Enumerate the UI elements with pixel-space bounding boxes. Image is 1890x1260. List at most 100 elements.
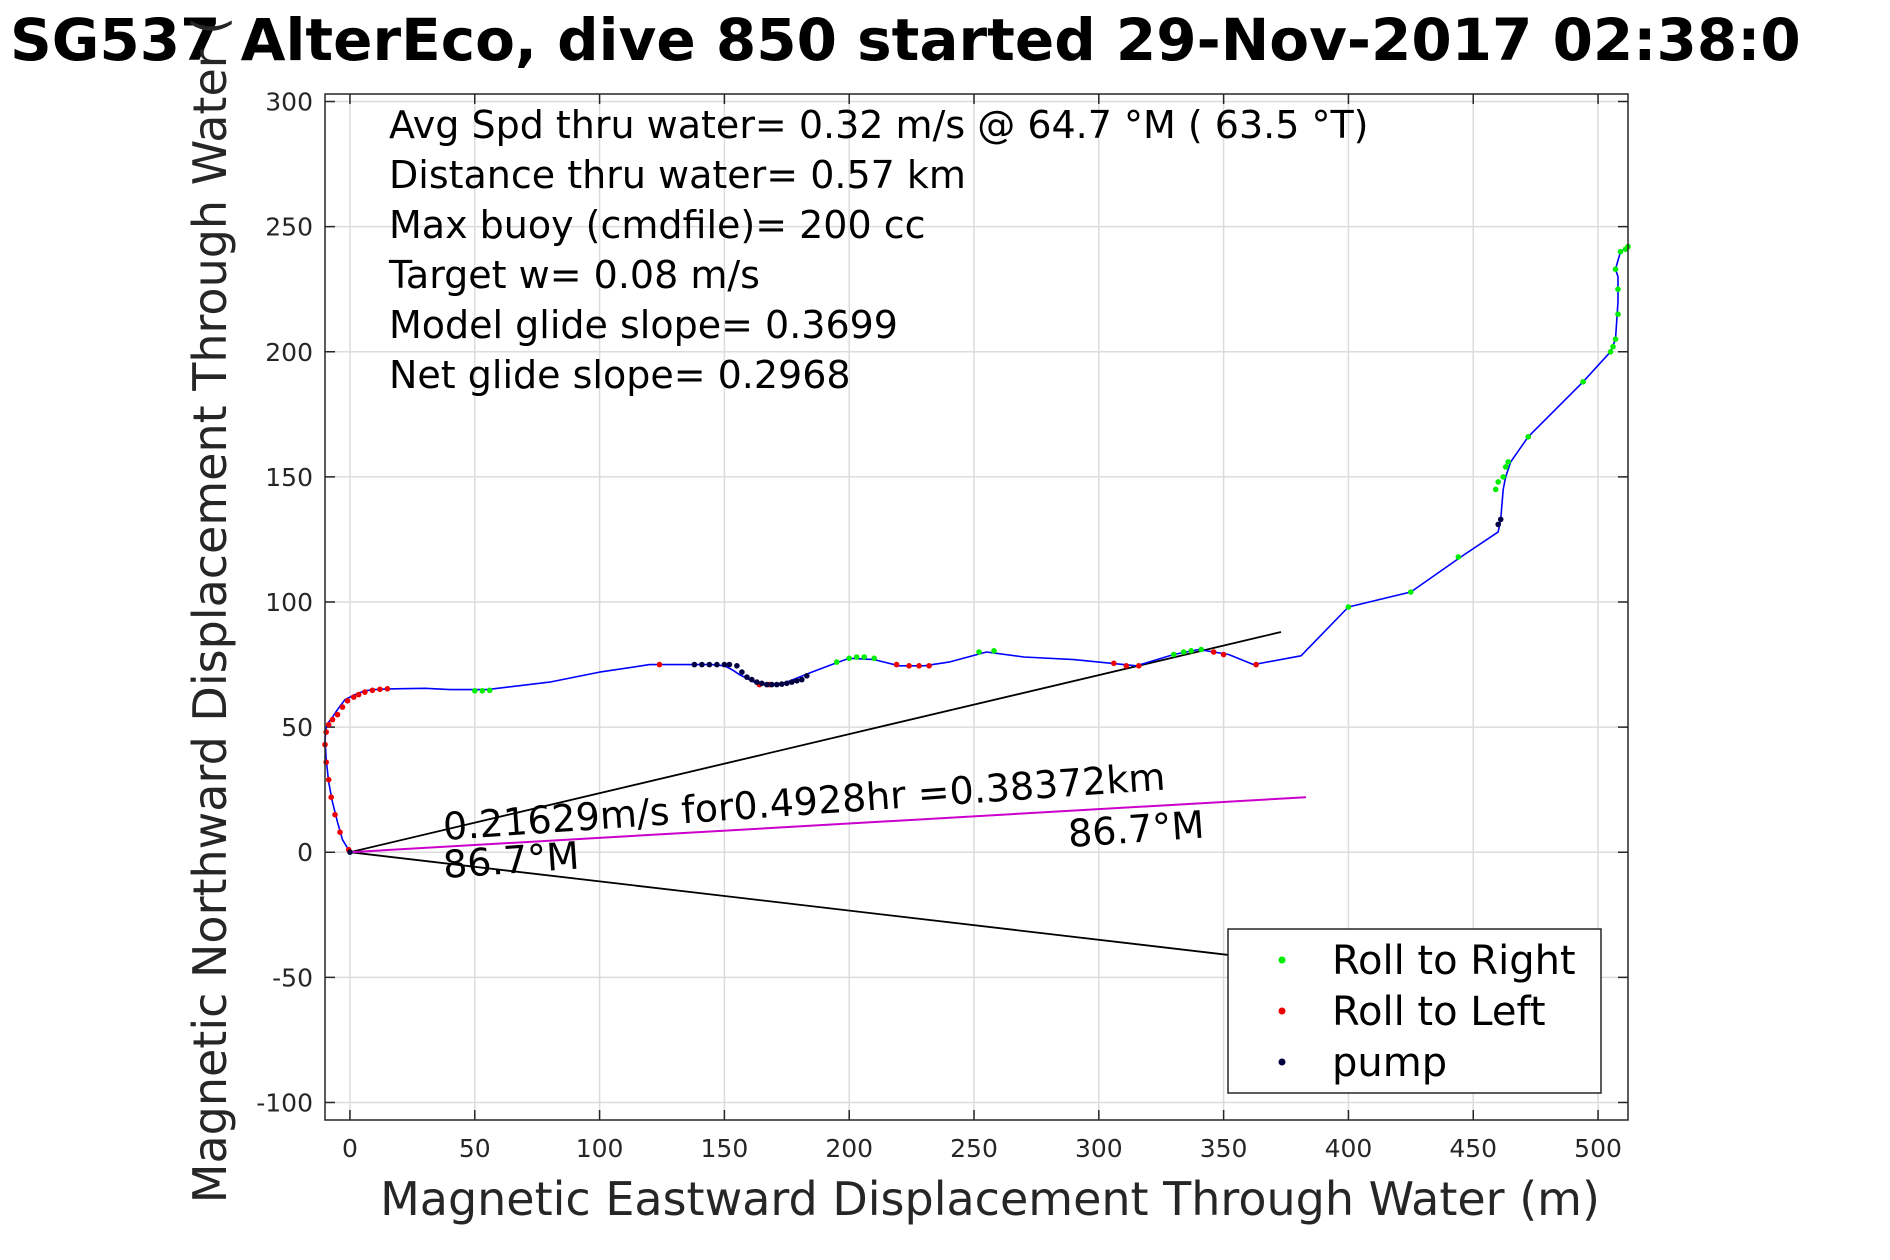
roll-right-point	[1612, 266, 1619, 273]
roll-right-point	[1610, 343, 1616, 350]
legend: Roll to Right Roll to Left pump	[1227, 928, 1602, 1094]
pump-point	[721, 661, 728, 668]
roll-right-point	[1345, 604, 1352, 610]
x-tick-label: 400	[1325, 1134, 1373, 1163]
y-axis-ticks: -100 -50 0 50 100 150 200 250 300	[256, 88, 1628, 1117]
pump-point	[764, 681, 770, 688]
cone-upper-line	[349, 631, 1282, 854]
roll-right-point	[871, 655, 877, 662]
pump-point	[804, 673, 810, 679]
roll-right-point	[472, 688, 478, 694]
heading-start-label: 86.7°M	[442, 834, 581, 887]
roll-left-point	[323, 759, 330, 765]
roll-right-point	[1525, 434, 1531, 440]
y-tick-label: 0	[297, 838, 313, 867]
pump-point	[794, 678, 800, 684]
roll-left-point	[1253, 661, 1259, 668]
x-axis-label: Magnetic Eastward Displacement Through W…	[380, 1172, 1600, 1226]
roll-right-point	[479, 688, 486, 694]
roll-right-point	[1615, 286, 1621, 293]
roll-right-point	[1617, 248, 1624, 255]
pump-point	[726, 661, 733, 668]
roll-right-point	[1505, 459, 1511, 465]
x-tick-label: 0	[342, 1134, 358, 1163]
roll-right-point	[846, 655, 852, 662]
roll-right-point	[1607, 349, 1614, 355]
legend-marker	[1278, 1058, 1286, 1066]
y-tick-label: -100	[256, 1088, 313, 1117]
roll-right-point	[1170, 651, 1177, 658]
pump-point	[714, 661, 720, 668]
y-tick-label: 200	[265, 338, 313, 367]
legend-entry: pump	[1332, 1040, 1447, 1086]
roll-left-point	[339, 704, 346, 710]
pump-point	[739, 669, 745, 675]
roll-right-point	[1495, 479, 1501, 485]
roll-right-point	[1492, 486, 1499, 493]
x-tick-label: 350	[1200, 1134, 1248, 1163]
roll-left-point	[656, 661, 663, 668]
y-tick-label: 250	[265, 213, 313, 242]
pump-point	[759, 680, 765, 687]
roll-left-point	[893, 661, 900, 668]
roll-right-point	[861, 654, 867, 660]
roll-left-point	[328, 794, 335, 800]
x-tick-label: 300	[1075, 1134, 1123, 1163]
y-tick-label: -50	[272, 963, 313, 992]
roll-left-point	[329, 716, 336, 723]
roll-left-point	[369, 687, 376, 694]
pump-point	[774, 681, 780, 688]
roll-left-point	[1123, 663, 1130, 669]
roll-right-point	[1500, 474, 1506, 480]
stats-line: Net glide slope= 0.2968	[389, 353, 851, 397]
roll-right-point	[1502, 464, 1509, 470]
y-axis-label: Magnetic Northward Displacement Through …	[183, 17, 237, 1203]
stats-line: Model glide slope= 0.3699	[389, 303, 898, 347]
roll-right-point	[976, 649, 982, 655]
roll-left-point	[916, 663, 922, 669]
roll-right-point	[1612, 336, 1619, 343]
pump-point	[789, 679, 795, 685]
roll-right-point	[833, 659, 840, 665]
pump-point	[754, 679, 760, 685]
roll-right-point	[1408, 589, 1414, 595]
stats-line: Target w= 0.08 m/s	[388, 253, 760, 297]
x-tick-label: 200	[825, 1134, 873, 1163]
pump-point	[784, 680, 790, 687]
roll-right-point	[486, 687, 493, 694]
roll-right-point	[853, 654, 860, 660]
stats-line: Avg Spd thru water= 0.32 m/s @ 64.7 °M (…	[389, 103, 1369, 147]
roll-left-point	[332, 811, 338, 818]
roll-right-point	[1180, 649, 1187, 655]
roll-left-point	[1210, 649, 1217, 655]
pump-point	[749, 676, 755, 683]
roll-left-point	[334, 711, 341, 718]
pump-point	[769, 681, 775, 688]
roll-left-point	[1220, 651, 1227, 658]
y-tick-label: 150	[265, 463, 313, 492]
pump-point	[734, 663, 740, 669]
x-tick-label: 50	[459, 1134, 491, 1163]
pump-point	[744, 674, 750, 680]
x-tick-label: 100	[576, 1134, 624, 1163]
pump-point	[706, 661, 713, 668]
roll-left-point	[355, 691, 362, 698]
roll-right-point	[1188, 648, 1194, 654]
x-tick-label: 150	[701, 1134, 749, 1163]
legend-entry: Roll to Left	[1332, 989, 1546, 1035]
pump-point	[1497, 516, 1504, 523]
annotations: 0.21629m/s for0.4928hr =0.38372km86.7°M8…	[442, 755, 1206, 887]
roll-left-point	[362, 689, 368, 695]
y-tick-label: 50	[281, 713, 313, 742]
pump-point	[799, 676, 805, 683]
roll-right-point	[1615, 311, 1621, 318]
x-tick-label: 500	[1574, 1134, 1622, 1163]
pump-point	[699, 661, 705, 668]
chart-title: SG537 AlterEco, dive 850 started 29-Nov-…	[10, 6, 1801, 74]
roll-left-point	[906, 663, 912, 669]
roll-left-point	[926, 663, 932, 669]
roll-left-point	[337, 829, 343, 835]
roll-left-point	[325, 776, 332, 783]
roll-right-point	[1198, 646, 1204, 653]
